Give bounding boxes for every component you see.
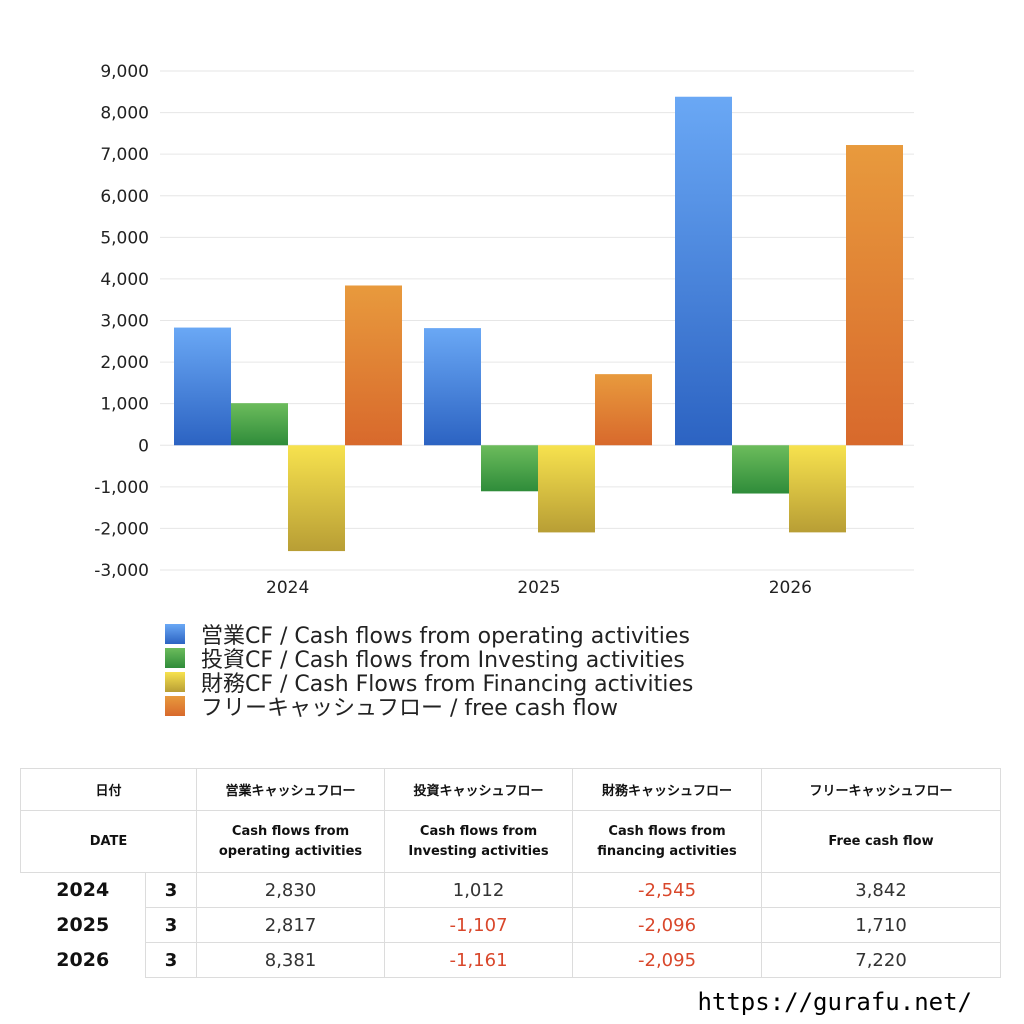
- cash-flow-table: 日付 営業キャッシュフロー 投資キャッシュフロー 財務キャッシュフロー フリーキ…: [19, 768, 1002, 978]
- legend-item-financing: 財務CF / Cash Flows from Financing activit…: [165, 670, 693, 697]
- y-tick-label: -2,000: [94, 519, 149, 539]
- row-investing: -1,107: [384, 907, 574, 943]
- row-month: 3: [144, 872, 198, 908]
- header-financing-jp: 財務キャッシュフロー: [572, 768, 763, 811]
- header-operating-en: Cash flows from operating activities: [196, 810, 386, 873]
- bar-free-2025: [595, 374, 652, 446]
- row-financing: -2,096: [572, 907, 763, 943]
- y-axis-ticks: 9,000 8,000 7,000 6,000 5,000 4,000 3,000 2,000…: [94, 62, 149, 581]
- row-free: 1,710: [761, 907, 1002, 943]
- y-tick-label: 0: [138, 436, 149, 456]
- chart-bars: [174, 96, 903, 552]
- bar-financing-2024: [288, 445, 345, 552]
- y-tick-label: 6,000: [100, 187, 149, 207]
- row-month: 3: [144, 907, 198, 943]
- bar-free-2024: [345, 285, 402, 446]
- table-header-en: DATE Cash flows from operating activities…: [19, 810, 1002, 873]
- table-header-jp: 日付 営業キャッシュフロー 投資キャッシュフロー 財務キャッシュフロー フリーキ…: [19, 768, 1002, 811]
- y-tick-label: 3,000: [100, 312, 149, 332]
- legend-item-free: フリーキャッシュフロー / free cash flow: [165, 694, 693, 721]
- legend-swatch-operating: [165, 624, 185, 644]
- header-investing-jp: 投資キャッシュフロー: [384, 768, 574, 811]
- chart-legend: 営業CF / Cash flows from operating activit…: [165, 622, 693, 721]
- y-tick-label: 4,000: [100, 270, 149, 290]
- row-year: 2025: [56, 914, 110, 936]
- row-year: 2024: [56, 879, 110, 902]
- legend-item-investing: 投資CF / Cash flows from Investing activit…: [165, 646, 693, 673]
- x-tick-label: 2025: [517, 578, 560, 598]
- header-operating-en-line1: Cash flows from: [231, 823, 350, 839]
- row-year: 2026: [56, 949, 110, 971]
- table-row: 2025 3 2,817 -1,107 -2,096 1,710: [21, 907, 1002, 943]
- site-url[interactable]: https://gurafu.net/: [697, 988, 972, 1016]
- legend-item-operating: 営業CF / Cash flows from operating activit…: [165, 622, 693, 649]
- legend-label-financing: 財務CF / Cash Flows from Financing activit…: [201, 672, 694, 697]
- bar-financing-2026: [789, 445, 846, 533]
- row-operating: 2,817: [196, 907, 386, 943]
- x-tick-label: 2026: [769, 578, 812, 598]
- row-free: 3,842: [761, 872, 1002, 908]
- legend-label-investing: 投資CF / Cash flows from Investing activit…: [201, 648, 685, 673]
- bar-operating-2024: [174, 327, 231, 446]
- row-month: 3: [144, 942, 198, 978]
- x-axis-ticks: 2024 2025 2026: [266, 578, 812, 598]
- bar-financing-2025: [538, 445, 595, 533]
- legend-label-free: フリーキャッシュフロー / free cash flow: [201, 696, 619, 721]
- header-date-en: DATE: [19, 810, 198, 873]
- header-investing-en: Cash flows from Investing activities: [384, 810, 574, 873]
- row-investing: 1,012: [384, 872, 574, 908]
- legend-swatch-financing: [165, 672, 185, 692]
- header-financing-en: Cash flows from financing activities: [572, 810, 763, 873]
- row-financing: -2,545: [572, 872, 763, 908]
- header-financing-en-line2: financing activities: [597, 843, 737, 859]
- header-financing-en-line1: Cash flows from: [608, 823, 726, 839]
- header-free-jp: フリーキャッシュフロー: [761, 768, 1002, 811]
- row-free: 7,220: [761, 942, 1002, 978]
- table-row: 2026 3 8,381 -1,161 -2,095 7,220: [21, 942, 1002, 978]
- legend-swatch-free: [165, 696, 185, 716]
- legend-label-operating: 営業CF / Cash flows from operating activit…: [201, 624, 690, 649]
- row-financing: -2,095: [572, 942, 763, 978]
- y-tick-label: -3,000: [94, 561, 149, 581]
- y-tick-label: 1,000: [100, 395, 149, 415]
- bar-investing-2025: [481, 445, 538, 492]
- y-tick-label: 2,000: [100, 353, 149, 373]
- bar-investing-2024: [231, 403, 288, 446]
- y-tick-label: 8,000: [100, 104, 149, 124]
- header-date-jp: 日付: [19, 768, 198, 811]
- bar-investing-2026: [732, 445, 789, 494]
- table-row: 2024 3 2,830 1,012 -2,545 3,842: [21, 872, 1002, 908]
- y-tick-label: -1,000: [94, 478, 149, 498]
- bar-operating-2026: [675, 96, 732, 446]
- header-operating-jp: 営業キャッシュフロー: [196, 768, 386, 811]
- header-free-en: Free cash flow: [761, 810, 1002, 873]
- x-tick-label: 2024: [266, 578, 309, 598]
- y-tick-label: 7,000: [100, 145, 149, 165]
- header-investing-en-line2: Investing activities: [408, 843, 549, 859]
- row-operating: 2,830: [196, 872, 386, 908]
- header-operating-en-line2: operating activities: [218, 843, 363, 859]
- y-tick-label: 9,000: [100, 62, 149, 82]
- y-tick-label: 5,000: [100, 228, 149, 248]
- legend-swatch-investing: [165, 648, 185, 668]
- row-operating: 8,381: [196, 942, 386, 978]
- header-investing-en-line1: Cash flows from: [419, 823, 538, 839]
- bar-free-2026: [846, 145, 903, 446]
- bar-operating-2025: [424, 328, 481, 446]
- row-investing: -1,161: [384, 942, 574, 978]
- cash-flow-bar-chart: 9,000 8,000 7,000 6,000 5,000 4,000 3,000 2,000…: [94, 62, 914, 598]
